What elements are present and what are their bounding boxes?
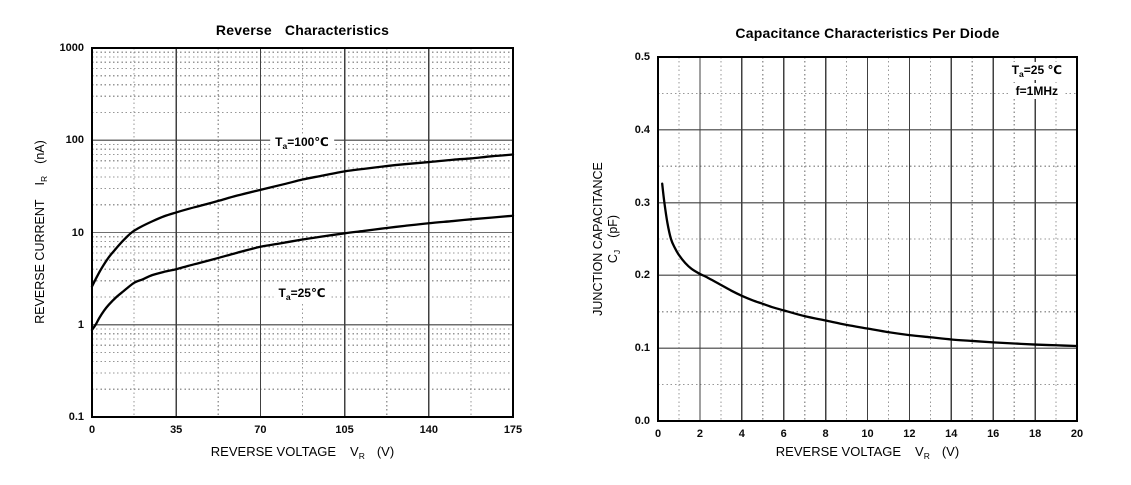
right-x-axis-unit: (V) [941, 444, 960, 459]
x-tick-label: 20 [1070, 428, 1084, 440]
condition-ta-25c-sym: T [1011, 63, 1020, 77]
x-tick-label: 0 [654, 428, 662, 440]
y-tick-label: 10 [71, 226, 84, 239]
annotation-ta-100c-value: =100℃ [287, 135, 329, 149]
reverse-chart-frame [91, 47, 514, 418]
curve-chart1-series0 [90, 153, 515, 288]
x-tick-label: 70 [254, 424, 267, 436]
annotation-ta-25c: Ta=25℃ [273, 285, 331, 303]
right-y-axis-symbol: C [606, 254, 620, 264]
condition-ta-25c: Ta=25 ℃ [1006, 62, 1067, 80]
y-tick-label: 1 [77, 318, 84, 331]
right-x-axis-symbol: V [915, 444, 924, 459]
right-y-axis-label-line2: CJ (pF) [606, 162, 625, 316]
right-x-axis-label: REVERSE VOLTAGE VR (V) [658, 444, 1077, 461]
annotation-ta-25c-value: =25℃ [290, 286, 326, 300]
y-tick-label: 0.2 [634, 269, 650, 282]
x-tick-label: 16 [987, 428, 1000, 440]
right-chart-title: Capacitance Characteristics Per Diode [735, 25, 1000, 41]
right-y-axis-label-line1: JUNCTION CAPACITANCE [591, 162, 605, 316]
annotation-ta-100c: Ta=100℃ [270, 134, 334, 152]
annotation-ta-100c-sub: a [282, 141, 288, 151]
x-tick-label: 2 [696, 428, 703, 440]
left-y-axis-symbol: I [33, 181, 47, 186]
x-tick-label: 0 [88, 424, 96, 436]
x-tick-label: 10 [861, 428, 874, 440]
right-x-axis-label-text: REVERSE VOLTAGE [775, 444, 902, 459]
left-x-axis-unit: (V) [376, 444, 395, 459]
y-tick-label: 0.3 [634, 196, 650, 209]
x-tick-label: 12 [903, 428, 916, 440]
annotation-ta-100c-sym: T [275, 135, 283, 149]
x-tick-label: 35 [170, 424, 183, 436]
left-y-axis-label-text: REVERSE CURRENT [33, 199, 47, 324]
curve-chart1-series1 [90, 214, 515, 332]
x-tick-label: 6 [780, 428, 787, 440]
left-y-axis-symbol-sub: R [39, 175, 49, 182]
left-x-axis-symbol: V [350, 444, 359, 459]
y-tick-label: 0.4 [634, 123, 650, 136]
left-x-axis-label: REVERSE VOLTAGE VR (V) [92, 444, 513, 461]
x-tick-label: 105 [335, 424, 354, 436]
y-tick-label: 0.1 [68, 411, 84, 423]
right-y-axis-symbol-sub: J [612, 249, 622, 255]
left-x-axis-symbol-sub: R [358, 451, 365, 461]
right-x-axis-symbol-sub: R [923, 451, 930, 461]
y-tick-label: 100 [65, 134, 84, 147]
y-tick-label: 0.0 [634, 415, 650, 427]
x-tick-label: 4 [738, 428, 745, 440]
condition-ta-25c-sub: a [1019, 69, 1024, 79]
y-tick-label: 0.1 [634, 342, 650, 355]
right-y-axis-unit: (pF) [606, 214, 620, 238]
annotation-ta-25c-sym: T [278, 286, 286, 300]
y-tick-label: 1000 [59, 42, 84, 54]
x-tick-label: 140 [419, 424, 438, 436]
x-tick-label: 18 [1028, 428, 1042, 440]
annotation-ta-25c-sub: a [285, 292, 291, 302]
x-tick-label: 175 [503, 424, 523, 436]
capacitance-chart-frame [657, 56, 1078, 422]
left-x-axis-label-text: REVERSE VOLTAGE [210, 444, 337, 459]
left-chart-title: Reverse Characteristics [215, 22, 390, 38]
condition-frequency: f=1MHz [1010, 83, 1063, 99]
right-y-axis-label: JUNCTION CAPACITANCE CJ (pF) [591, 162, 625, 316]
y-tick-label: 0.5 [634, 51, 650, 63]
x-tick-label: 8 [822, 428, 829, 440]
condition-ta-25c-value: =25 ℃ [1023, 63, 1062, 77]
x-tick-label: 14 [945, 428, 958, 440]
curve-cj [661, 182, 1079, 348]
